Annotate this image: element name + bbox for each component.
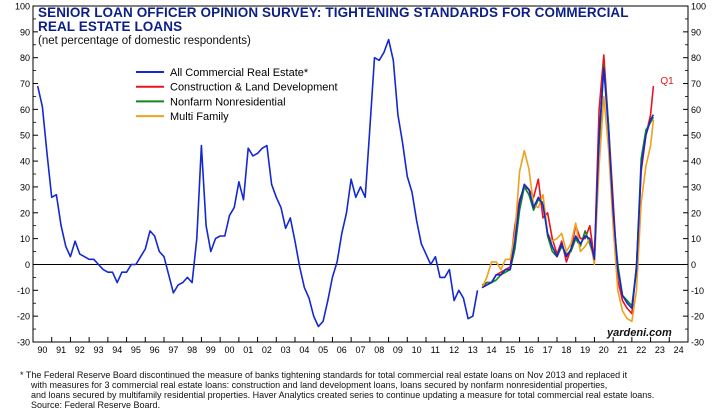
series-line-3	[481, 95, 655, 323]
x-tick-label: 00	[224, 345, 234, 355]
y-tick-label-left: 10	[20, 234, 30, 244]
y-tick-label-right: -30	[691, 338, 704, 348]
x-tick-label: 93	[93, 345, 103, 355]
x-tick-label: 04	[299, 345, 309, 355]
x-tick-label: 07	[355, 345, 365, 355]
x-tick-label: 24	[674, 345, 684, 355]
y-tick-label-right: 100	[691, 2, 706, 12]
y-tick-label-left: -20	[17, 312, 30, 322]
x-tick-label: 12	[449, 345, 459, 355]
y-tick-label-left: 80	[20, 53, 30, 63]
y-tick-label-right: 20	[691, 208, 701, 218]
y-tick-label-right: -20	[691, 312, 704, 322]
footnote-line3: and loans secured by multifamily residen…	[31, 390, 655, 400]
y-tick-label-left: 20	[20, 208, 30, 218]
y-tick-label-left: -30	[17, 338, 30, 348]
x-tick-label: 17	[543, 345, 553, 355]
x-tick-label: 92	[75, 345, 85, 355]
y-tick-label-right: 60	[691, 105, 701, 115]
y-tick-label-right: 70	[691, 79, 701, 89]
y-tick-label-right: 30	[691, 182, 701, 192]
y-tick-label-left: 70	[20, 79, 30, 89]
series-line-4	[481, 67, 655, 310]
y-tick-label-left: 100	[15, 2, 30, 12]
y-tick-label-right: 80	[691, 53, 701, 63]
x-tick-label: 22	[636, 345, 646, 355]
x-tick-label: 95	[131, 345, 141, 355]
x-tick-label: 08	[374, 345, 384, 355]
x-tick-label: 11	[431, 345, 440, 355]
footnote: * The Federal Reserve Board discontinued…	[20, 370, 710, 410]
x-tick-label: 99	[206, 345, 216, 355]
y-tick-label-right: 0	[691, 260, 696, 270]
x-tick-label: 16	[524, 345, 534, 355]
chart-title: SENIOR LOAN OFFICER OPINION SURVEY: TIGH…	[38, 6, 629, 34]
x-tick-label: 18	[561, 345, 571, 355]
x-tick-label: 97	[168, 345, 178, 355]
x-tick-label: 05	[318, 345, 328, 355]
legend: All Commercial Real Estate* Construction …	[136, 67, 338, 123]
x-tick-label: 20	[599, 345, 609, 355]
legend-label-3: Multi Family	[170, 111, 229, 123]
y-tick-label-right: -10	[691, 286, 704, 296]
chart-subtitle: (net percentage of domestic respondents)	[38, 35, 251, 47]
chart-title-line2: REAL ESTATE LOANS	[38, 19, 183, 34]
brand-watermark: yardeni.com	[607, 327, 672, 339]
x-tick-label: 19	[580, 345, 590, 355]
x-tick-label: 98	[187, 345, 197, 355]
y-tick-label-left: 90	[20, 27, 30, 37]
x-tick-label: 96	[150, 345, 160, 355]
legend-label-2: Nonfarm Nonresidential	[170, 96, 286, 108]
x-tick-label: 01	[243, 345, 253, 355]
y-tick-label-left: 60	[20, 105, 30, 115]
y-tick-label-right: 40	[691, 157, 701, 167]
x-tick-label: 91	[56, 345, 66, 355]
y-tick-label-left: 0	[25, 260, 30, 270]
footnote-line1: * The Federal Reserve Board discontinued…	[20, 370, 628, 380]
plot-area	[32, 5, 689, 343]
series-line-0	[36, 38, 479, 328]
x-tick-label: 15	[505, 345, 515, 355]
legend-label-1: Construction & Land Development	[170, 82, 338, 94]
x-tick-label: 06	[337, 345, 347, 355]
x-tick-label: 21	[617, 345, 627, 355]
y-tick-label-left: 30	[20, 182, 30, 192]
x-tick-label: 90	[37, 345, 47, 355]
x-tick-label: 13	[468, 345, 478, 355]
x-tick-label: 02	[262, 345, 272, 355]
chart-title-line1: SENIOR LOAN OFFICER OPINION SURVEY: TIGH…	[38, 5, 629, 20]
series-layer	[36, 38, 655, 328]
y-tick-label-right: 10	[691, 234, 701, 244]
x-tick-label: 03	[281, 345, 291, 355]
y-tick-label-left: -10	[17, 286, 30, 296]
legend-label-0: All Commercial Real Estate*	[170, 67, 309, 79]
y-tick-label-left: 40	[20, 157, 30, 167]
x-tick-label: 10	[412, 345, 422, 355]
x-tick-label: 23	[655, 345, 665, 355]
x-tick-label: 14	[486, 345, 496, 355]
y-tick-label-right: 90	[691, 27, 701, 37]
annotation-q1: Q1	[660, 76, 674, 87]
x-tick-label: 09	[393, 345, 403, 355]
y-tick-label-right: 50	[691, 131, 701, 141]
footnote-line2: with measures for 3 commercial real esta…	[31, 380, 608, 390]
y-tick-label-left: 50	[20, 131, 30, 141]
x-tick-label: 94	[112, 345, 122, 355]
footnote-source: Source: Federal Reserve Board.	[31, 400, 161, 410]
